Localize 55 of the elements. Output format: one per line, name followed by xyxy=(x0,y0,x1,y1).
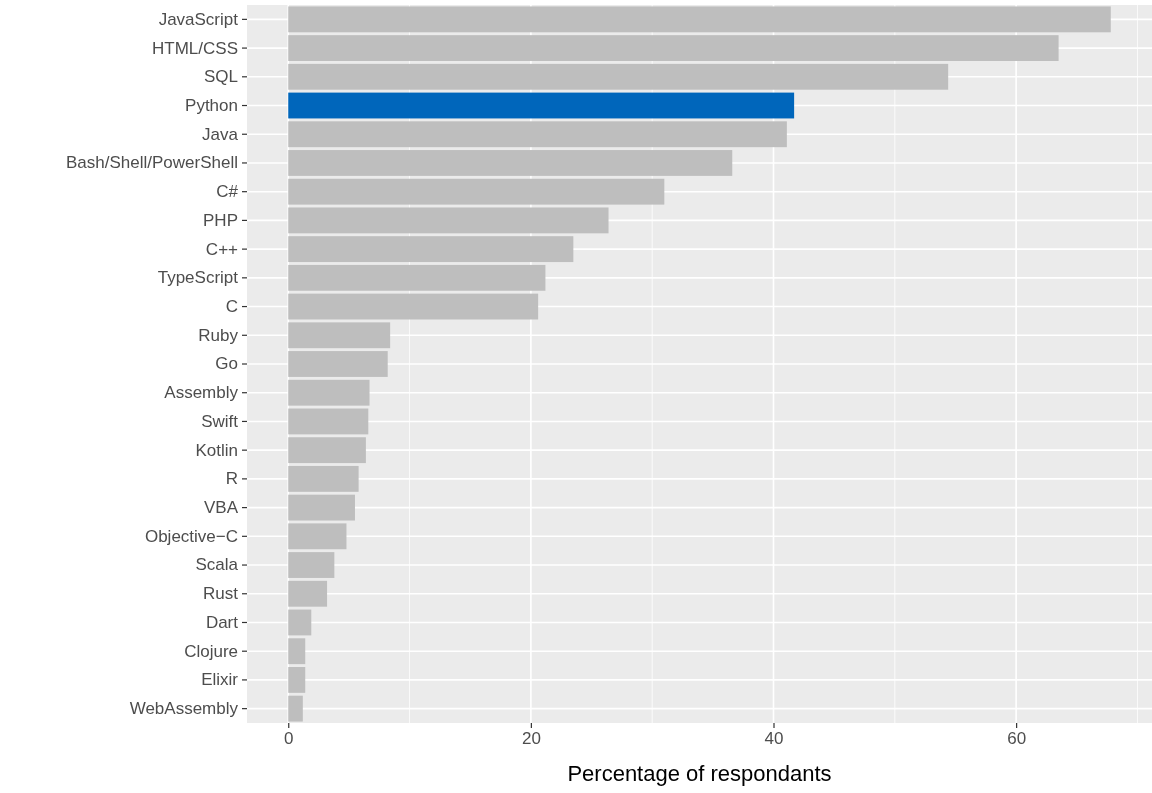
bar xyxy=(288,580,328,607)
y-tick-label: Python xyxy=(185,95,238,115)
y-tick-label: SQL xyxy=(203,67,238,87)
y-tick-label: R xyxy=(225,469,238,489)
y-tick-label: Swift xyxy=(201,411,239,431)
y-tick-label: Objective−C xyxy=(144,526,238,546)
bar xyxy=(288,293,539,320)
y-tick-label: Scala xyxy=(195,555,239,575)
y-tick-label: Kotlin xyxy=(195,440,238,460)
bar xyxy=(288,63,949,90)
x-axis-title: Percentage of respondants xyxy=(567,761,832,786)
bar xyxy=(288,6,1111,33)
bar xyxy=(288,408,369,435)
x-tick-label: 0 xyxy=(284,729,294,749)
y-tick-label: WebAssembly xyxy=(129,699,239,719)
x-tick-label: 20 xyxy=(521,729,541,749)
bar xyxy=(288,465,359,492)
x-tick-label: 60 xyxy=(1007,729,1027,749)
bar xyxy=(288,121,787,148)
bar xyxy=(288,207,609,234)
bar xyxy=(288,322,391,349)
y-tick-label: VBA xyxy=(203,498,239,518)
y-tick-label: TypeScript xyxy=(157,268,239,288)
bar xyxy=(288,92,795,119)
y-tick-label: C xyxy=(225,297,238,316)
bar xyxy=(288,695,303,722)
y-tick-label: C++ xyxy=(205,239,239,259)
bar xyxy=(288,236,574,263)
bar xyxy=(288,638,306,665)
y-tick-label: Bash/Shell/PowerShell xyxy=(66,153,238,173)
bar xyxy=(288,667,306,693)
y-tick-label: Go xyxy=(215,354,238,374)
bar xyxy=(288,552,335,578)
y-tick-label: HTML/CSS xyxy=(152,38,238,58)
y-tick-label: Dart xyxy=(205,612,239,632)
y-tick-label: PHP xyxy=(203,210,238,230)
bar xyxy=(288,523,347,550)
x-tick-label: 40 xyxy=(764,729,784,749)
y-tick-label: JavaScript xyxy=(158,9,239,29)
bar xyxy=(288,35,1059,61)
bar xyxy=(288,437,366,464)
y-tick-label: Java xyxy=(202,124,239,144)
bar xyxy=(288,379,370,406)
y-tick-label: C# xyxy=(216,182,239,202)
y-tick-label: Elixir xyxy=(201,670,239,690)
bar xyxy=(288,150,733,176)
y-tick-label: Assembly xyxy=(164,383,239,403)
bar xyxy=(288,264,546,291)
y-tick-label: Clojure xyxy=(184,641,238,661)
bar xyxy=(288,609,312,636)
bar xyxy=(288,178,665,205)
y-tick-label: Rust xyxy=(203,584,239,604)
bar xyxy=(288,494,355,521)
bar xyxy=(288,351,388,377)
y-tick-label: Ruby xyxy=(198,325,239,345)
